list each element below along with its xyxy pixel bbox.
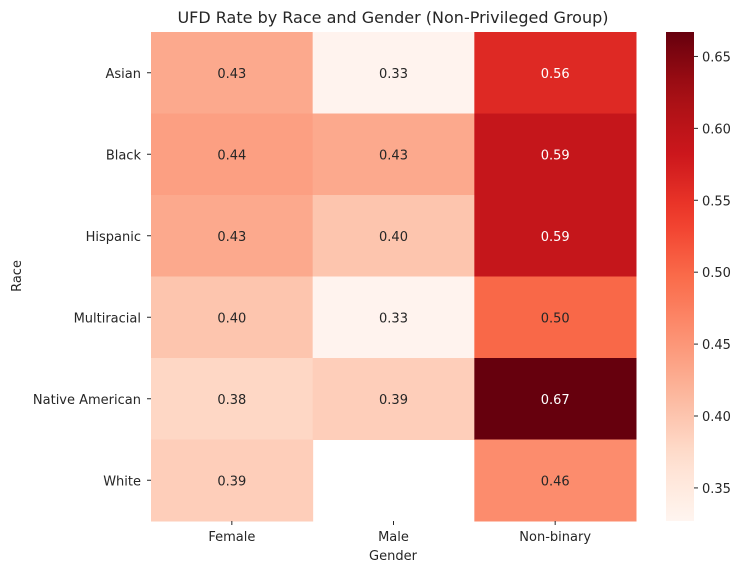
heatmap-cell — [312, 276, 475, 359]
colorbar-tick-label: 0.50 — [702, 266, 731, 281]
heatmap-cell — [474, 439, 637, 522]
colorbar-tick-label: 0.45 — [702, 338, 731, 353]
cell-value-label: 0.44 — [217, 148, 246, 163]
colorbar-tick-label: 0.40 — [702, 410, 731, 425]
heatmap-cell — [474, 276, 637, 359]
heatmap-cell — [312, 195, 475, 277]
colorbar-tick-label: 0.60 — [702, 122, 731, 137]
colorbar-axis: 0.35 0.40 0.45 0.50 0.55 0.60 0.65 — [694, 50, 731, 497]
cell-value-label: 0.43 — [217, 67, 246, 82]
colorbar-tick-label: 0.55 — [702, 194, 731, 209]
y-axis: Asian Black Hispanic Multiracial Native Amer… — [33, 67, 151, 489]
heatmap-cell — [312, 358, 475, 440]
cell-value-label: 0.39 — [217, 474, 246, 489]
y-tick-label: Native American — [33, 393, 141, 408]
y-tick-label: Hispanic — [86, 230, 141, 245]
x-axis: Female Male Non-binary — [208, 521, 591, 545]
heatmap-cell — [474, 195, 637, 277]
cell-value-label: 0.59 — [541, 148, 570, 163]
cell-value-label: 0.56 — [541, 67, 570, 82]
heatmap-cell — [151, 439, 314, 522]
cell-value-label: 0.40 — [379, 230, 408, 245]
heatmap-cell — [312, 32, 475, 114]
x-axis-label: Gender — [369, 549, 418, 564]
heatmap-cell — [312, 113, 475, 196]
heatmap-cell — [474, 32, 637, 114]
colorbar-tick-label: 0.65 — [702, 50, 731, 65]
heatmap-cell — [151, 32, 314, 114]
x-tick-label: Male — [378, 530, 409, 545]
cell-value-label: 0.38 — [217, 393, 246, 408]
colorbar — [666, 32, 694, 521]
x-tick-label: Female — [208, 530, 255, 545]
heatmap-cell — [151, 113, 314, 196]
y-tick-label: White — [103, 474, 141, 489]
y-tick-label: Asian — [106, 67, 141, 82]
x-tick-label: Non-binary — [519, 530, 591, 545]
cell-value-label: 0.40 — [217, 311, 246, 326]
cell-value-label: 0.67 — [541, 393, 570, 408]
cell-value-label: 0.59 — [541, 230, 570, 245]
heatmap-cells: 0.43 0.33 0.56 0.44 0.43 0.59 0.43 0.40 0.59 0.40… — [151, 32, 637, 522]
cell-value-label: 0.43 — [217, 230, 246, 245]
cell-value-label: 0.39 — [379, 393, 408, 408]
y-tick-label: Black — [106, 148, 142, 163]
cell-value-label: 0.46 — [541, 474, 570, 489]
y-axis-label: Race — [10, 260, 25, 292]
heatmap-cell — [151, 195, 314, 277]
cell-value-label: 0.43 — [379, 148, 408, 163]
cell-value-label: 0.50 — [541, 311, 570, 326]
chart-title: UFD Rate by Race and Gender (Non-Privile… — [177, 8, 608, 27]
heatmap-cell — [151, 358, 314, 440]
heatmap-cell — [151, 276, 314, 359]
colorbar-tick-label: 0.35 — [702, 482, 731, 497]
heatmap-cell — [474, 358, 637, 440]
cell-value-label: 0.33 — [379, 311, 408, 326]
heatmap-cell — [474, 113, 637, 196]
cell-value-label: 0.33 — [379, 67, 408, 82]
y-tick-label: Multiracial — [74, 311, 141, 326]
